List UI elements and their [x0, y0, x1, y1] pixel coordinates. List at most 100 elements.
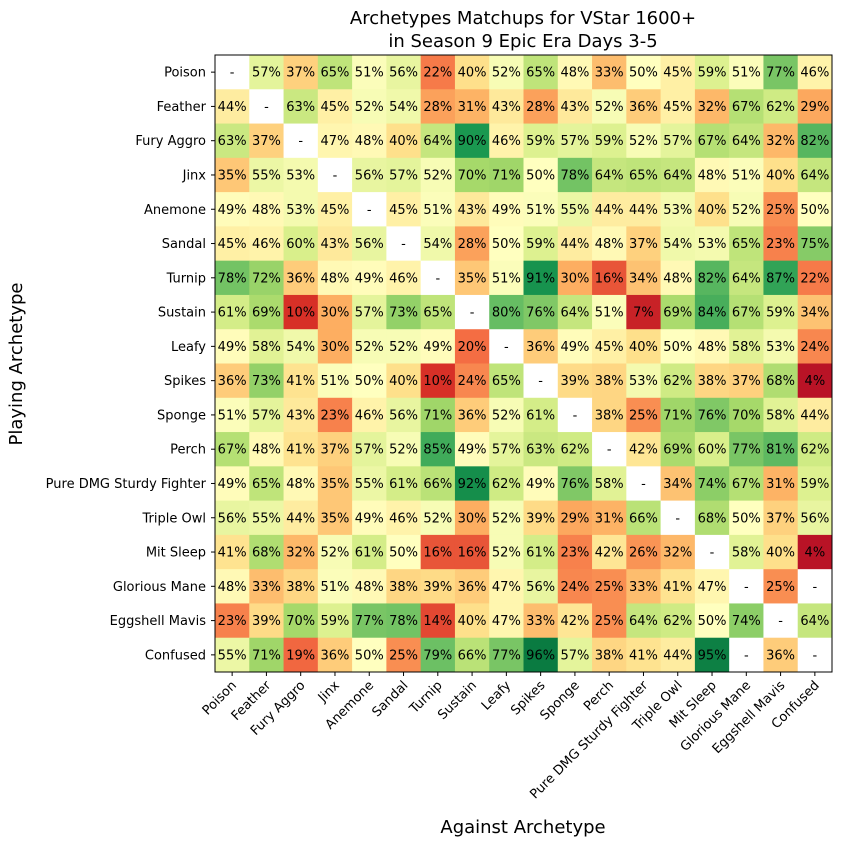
- heatmap-cell: [454, 294, 490, 330]
- heatmap-cell: [626, 329, 662, 364]
- heatmap-cell: [694, 226, 730, 262]
- heatmap-cell: [592, 89, 627, 124]
- cell-value-label: 68%: [252, 546, 281, 561]
- cell-value-label: 43%: [458, 203, 487, 218]
- heatmap-cell: [352, 466, 387, 502]
- cell-value-label: -: [230, 66, 235, 81]
- cell-value-label: 49%: [423, 340, 452, 355]
- cell-value-label: 34%: [800, 306, 829, 321]
- heatmap-cell: [660, 192, 696, 227]
- heatmap-cell: [763, 569, 799, 604]
- cell-value-label: 56%: [389, 66, 418, 81]
- cell-value-label: 84%: [698, 306, 727, 321]
- heatmap-cell: [729, 89, 764, 124]
- heatmap-cell: [797, 466, 833, 502]
- heatmap-cell: [763, 329, 799, 364]
- x-tick-label: Sustain: [435, 678, 480, 723]
- cell-value-label: 32%: [286, 546, 315, 561]
- cell-value-label: 51%: [423, 203, 452, 218]
- heatmap-cell: [557, 55, 593, 90]
- cell-value-label: 56%: [355, 237, 384, 252]
- heatmap-cell: [283, 432, 319, 467]
- cell-value-label: 40%: [629, 340, 658, 355]
- heatmap-cell: [249, 260, 284, 296]
- heatmap-cell: [557, 260, 593, 296]
- cell-value-label: 55%: [560, 203, 589, 218]
- cell-value-label: 64%: [560, 306, 589, 321]
- cell-value-label: -: [813, 648, 818, 663]
- heatmap-cell: [557, 534, 593, 570]
- cell-value-label: 50%: [698, 614, 727, 629]
- heatmap-cell: [729, 397, 764, 433]
- heatmap-cell: [215, 157, 250, 193]
- cell-value-label: 46%: [252, 237, 281, 252]
- cell-value-label: 56%: [526, 580, 555, 595]
- cell-value-label: 69%: [252, 306, 281, 321]
- cell-value-label: 74%: [732, 614, 761, 629]
- cell-value-label: 66%: [629, 511, 658, 526]
- heatmap-cell: [694, 534, 730, 570]
- cell-value-label: 71%: [252, 648, 281, 663]
- cell-value-label: 82%: [800, 134, 829, 149]
- cell-value-label: 48%: [355, 580, 384, 595]
- cell-value-label: -: [744, 648, 749, 663]
- heatmap-cell: [215, 637, 250, 673]
- heatmap-cell: [660, 466, 696, 502]
- cell-value-label: -: [470, 306, 475, 321]
- y-tick-label: Eggshell Mavis: [110, 614, 207, 629]
- cell-value-label: 46%: [389, 271, 418, 286]
- cell-value-label: 57%: [492, 443, 521, 458]
- heatmap-cell: [694, 432, 730, 467]
- cell-value-label: 51%: [218, 408, 247, 423]
- heatmap-cell: [626, 55, 662, 90]
- cell-value-label: 49%: [218, 477, 247, 492]
- cell-value-label: 48%: [698, 340, 727, 355]
- cell-value-label: 52%: [595, 100, 624, 115]
- y-tick-label: Confused: [145, 648, 206, 663]
- cell-value-label: 59%: [595, 134, 624, 149]
- heatmap-cell: [317, 123, 353, 159]
- heatmap-cell: [626, 569, 662, 604]
- heatmap-cell: [557, 397, 593, 433]
- heatmap-cell: [592, 500, 627, 536]
- heatmap-cell: [489, 466, 524, 502]
- cell-value-label: 41%: [629, 648, 658, 663]
- heatmap-cell: [763, 363, 799, 399]
- heatmap-cell: [352, 294, 387, 330]
- cell-value-label: 92%: [458, 477, 487, 492]
- cell-value-label: 64%: [629, 614, 658, 629]
- cell-value-label: 52%: [355, 100, 384, 115]
- heatmap-cell: [797, 89, 833, 124]
- heatmap-cell: [215, 569, 250, 604]
- heatmap-cell: [763, 500, 799, 536]
- cell-value-label: 25%: [595, 614, 624, 629]
- heatmap-cell: [660, 500, 696, 536]
- cell-value-label: 36%: [321, 648, 350, 663]
- heatmap-cell: [215, 226, 250, 262]
- heatmap-cell: [694, 637, 730, 673]
- heatmap-cell: [420, 637, 456, 673]
- cell-value-label: 42%: [629, 443, 658, 458]
- heatmap-cell: [763, 55, 799, 90]
- cell-value-label: 51%: [732, 66, 761, 81]
- heatmap-cell: [283, 123, 319, 159]
- cell-value-label: 44%: [286, 511, 315, 526]
- cell-value-label: 48%: [663, 271, 692, 286]
- cell-value-label: -: [298, 134, 303, 149]
- y-tick-label: Leafy: [171, 340, 206, 355]
- heatmap-cell: [694, 89, 730, 124]
- cell-value-label: 54%: [663, 237, 692, 252]
- heatmap-cell: [523, 569, 559, 604]
- cell-value-label: 64%: [732, 134, 761, 149]
- cell-value-label: 53%: [286, 203, 315, 218]
- cell-value-label: 48%: [698, 168, 727, 183]
- heatmap-cell: [797, 432, 833, 467]
- cell-value-label: 40%: [389, 374, 418, 389]
- heatmap-cell: [763, 397, 799, 433]
- heatmap-cell: [626, 192, 662, 227]
- cell-value-label: 67%: [698, 134, 727, 149]
- heatmap-cell: [215, 192, 250, 227]
- heatmap-cell: [215, 603, 250, 639]
- heatmap-cell: [489, 55, 524, 90]
